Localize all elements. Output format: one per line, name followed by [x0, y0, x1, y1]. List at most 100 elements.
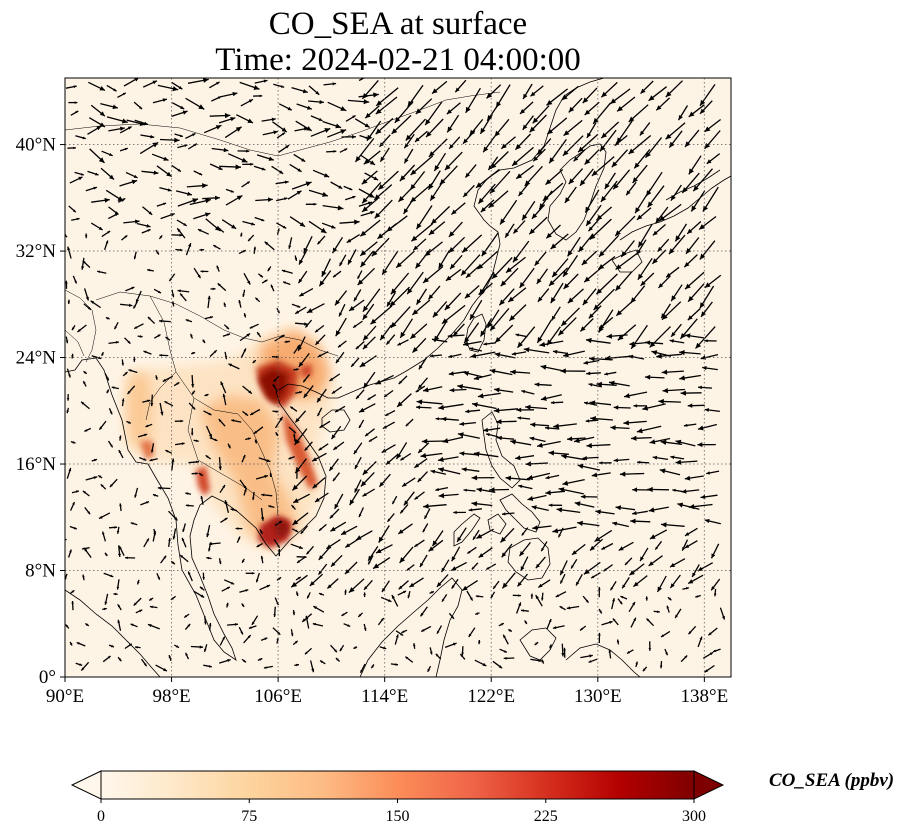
wind-arrow-head [117, 553, 121, 557]
wind-arrow-head [285, 145, 290, 149]
wind-arrow-head [412, 309, 419, 315]
wind-arrow-head [391, 594, 395, 599]
wind-arrow-head [588, 226, 593, 232]
wind-arrow-head [549, 280, 555, 286]
wind-arrow-head [647, 486, 653, 493]
wind-arrow-head [124, 372, 128, 375]
wind-arrow-head [333, 274, 336, 278]
wind-arrow-head [261, 218, 265, 222]
wind-arrow-head [260, 530, 263, 534]
wind-arrow-head [412, 347, 418, 353]
wind-arrow-head [627, 650, 630, 654]
wind-arrow-head [95, 172, 99, 176]
wind-arrow-head [550, 401, 555, 405]
wind-arrow-head [584, 276, 590, 283]
wind-arrow-head [462, 585, 468, 591]
wind-arrow-head [501, 552, 507, 558]
wind-arrow-head [335, 330, 341, 337]
wind-arrow-head [601, 132, 607, 139]
wind-arrow-head [365, 432, 369, 437]
wind-arrow-head [415, 137, 420, 142]
wind-arrow-head [527, 496, 534, 501]
wind-arrow-head [446, 109, 452, 115]
wind-arrow-head [562, 150, 569, 156]
wind-arrow-head [367, 201, 372, 205]
coastline-sulawesi [519, 627, 557, 661]
wind-arrow-head [399, 557, 406, 563]
wind-arrow-head [202, 340, 205, 343]
lat-tick-label: 8°N [25, 561, 56, 582]
wind-arrow-head [448, 231, 455, 237]
wind-arrow-head [195, 439, 199, 442]
wind-arrow-head [253, 246, 257, 250]
wind-arrow-head [72, 441, 76, 444]
wind-arrow-head [190, 432, 194, 436]
wind-arrow-head [282, 225, 287, 229]
wind-arrow-head [250, 162, 254, 166]
wind-arrow-head [208, 623, 212, 626]
wind-arrow-head [171, 458, 175, 462]
wind-arrow-head [560, 368, 566, 374]
wind-arrow-head [128, 421, 131, 424]
wind-arrow-head [518, 484, 523, 489]
wind-arrow-head [400, 632, 404, 636]
wind-arrow-head [582, 97, 589, 104]
wind-arrow-head [483, 146, 489, 153]
wind-arrow-head [348, 587, 355, 593]
wind-arrow-head [349, 499, 355, 506]
wind-arrow-head [235, 623, 238, 626]
wind-arrow-head [385, 413, 389, 416]
wind-arrow-head [711, 553, 716, 559]
wind-arrow-head [426, 131, 432, 138]
wind-arrow-head [243, 313, 247, 316]
map-panel[interactable] [54, 70, 731, 677]
wind-arrow-head [128, 369, 132, 372]
wind-arrow-head [636, 214, 643, 220]
wind-arrow-head [315, 329, 319, 333]
wind-arrow-head [633, 617, 636, 621]
wind-arrow-head [675, 459, 682, 465]
wind-arrow-head [515, 455, 521, 461]
wind-arrow-head [133, 256, 137, 260]
wind-arrow-head [168, 538, 171, 541]
wind-arrow-head [217, 227, 221, 231]
wind-arrow-head [147, 399, 151, 403]
wind-arrow-head [387, 518, 391, 522]
wind-arrow-head [180, 555, 184, 558]
wind-arrow-head [67, 299, 71, 303]
wind-arrow-head [390, 288, 397, 295]
wind-arrow-head [461, 269, 467, 276]
wind-arrow-head [202, 183, 208, 189]
wind-arrow-head [109, 153, 113, 156]
wind-arrow-head [326, 544, 332, 549]
wind-arrow-head [245, 589, 249, 592]
wind-arrow-head [435, 417, 439, 421]
wind-arrow-head [374, 212, 381, 219]
wind-arrow-head [73, 146, 76, 150]
wind-arrow-head [93, 476, 98, 480]
wind-arrow-head [121, 398, 125, 402]
wind-arrow-head [701, 311, 706, 317]
wind-arrow-head [499, 299, 505, 306]
wind-arrow-head [489, 368, 496, 374]
wind-arrow-head [374, 194, 381, 200]
plume-max-hanoi [258, 368, 288, 404]
wind-arrow-head [125, 556, 128, 560]
wind-arrow-head [524, 180, 531, 186]
wind-arrow-head [268, 505, 272, 508]
wind-arrow-head [535, 563, 540, 569]
wind-arrow-head [264, 279, 268, 283]
wind-arrow-head [617, 334, 624, 341]
wind-arrow-head [106, 377, 109, 381]
wind-arrow-head [613, 405, 619, 410]
wind-arrow-head [169, 278, 172, 282]
wind-arrow-head [657, 610, 660, 613]
wind-arrow-head [208, 665, 212, 668]
wind-arrow-head [139, 609, 143, 613]
wind-arrow-head [347, 624, 351, 627]
wind-arrow-head [567, 297, 574, 304]
wind-arrow-head [453, 510, 457, 515]
wind-arrow-head [615, 505, 622, 511]
wind-arrow-head [340, 106, 347, 111]
wind-arrow-head [669, 141, 675, 148]
